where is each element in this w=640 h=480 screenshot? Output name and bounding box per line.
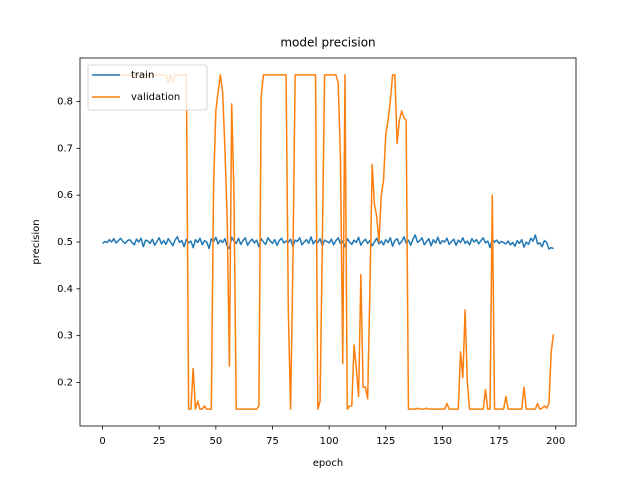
legend-label: train bbox=[131, 70, 154, 81]
x-tick-label: 150 bbox=[433, 436, 452, 447]
y-tick-label: 0.5 bbox=[57, 237, 73, 248]
y-tick-label: 0.3 bbox=[57, 331, 73, 342]
legend-label: validation bbox=[131, 92, 180, 103]
x-tick-label: 75 bbox=[266, 436, 279, 447]
x-tick-label: 100 bbox=[320, 436, 339, 447]
y-tick-label: 0.2 bbox=[57, 377, 73, 388]
x-tick-label: 50 bbox=[209, 436, 222, 447]
series-line bbox=[102, 234, 554, 250]
x-tick-label: 0 bbox=[99, 436, 105, 447]
y-tick-label: 0.7 bbox=[57, 143, 73, 154]
x-tick-label: 25 bbox=[153, 436, 166, 447]
y-axis-label: precision bbox=[31, 219, 42, 264]
y-tick-label: 0.4 bbox=[57, 284, 73, 295]
legend: train validation bbox=[87, 64, 208, 111]
x-axis-label: epoch bbox=[313, 458, 343, 469]
chart-title: model precision bbox=[280, 36, 375, 50]
legend-box bbox=[87, 64, 208, 111]
x-tick-label: 200 bbox=[546, 436, 565, 447]
x-tick-label: 175 bbox=[490, 436, 509, 447]
y-tick-label: 0.6 bbox=[57, 190, 73, 201]
x-tick-label: 125 bbox=[376, 436, 395, 447]
y-tick-label: 0.8 bbox=[57, 97, 73, 108]
